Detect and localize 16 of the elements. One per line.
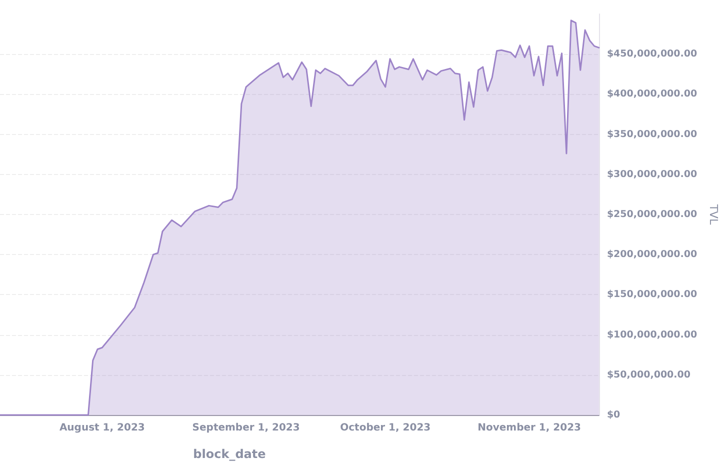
y-tick-label: $50,000,000.00 — [606, 369, 691, 380]
y-tick-label: $0 — [606, 410, 621, 420]
x-tick-label: September 1, 2023 — [192, 422, 300, 434]
x-tick-label: November 1, 2023 — [478, 422, 582, 434]
y-tick-label: $400,000,000.00 — [606, 88, 698, 100]
y-tick-label: $150,000,000.00 — [606, 289, 698, 300]
x-tick-label: October 1, 2023 — [340, 422, 431, 434]
y-axis-title: TVL — [707, 203, 720, 226]
y-tick-label: $250,000,000.00 — [606, 209, 698, 220]
x-axis-title: block_date — [193, 447, 266, 461]
y-tick-label: $100,000,000.00 — [606, 329, 698, 340]
x-tick-label: August 1, 2023 — [59, 422, 145, 434]
y-tick-label: $300,000,000.00 — [606, 168, 698, 180]
y-tick-label: $200,000,000.00 — [606, 249, 698, 260]
y-tick-label: $350,000,000.00 — [606, 128, 698, 140]
y-tick-label: $450,000,000.00 — [606, 48, 698, 60]
